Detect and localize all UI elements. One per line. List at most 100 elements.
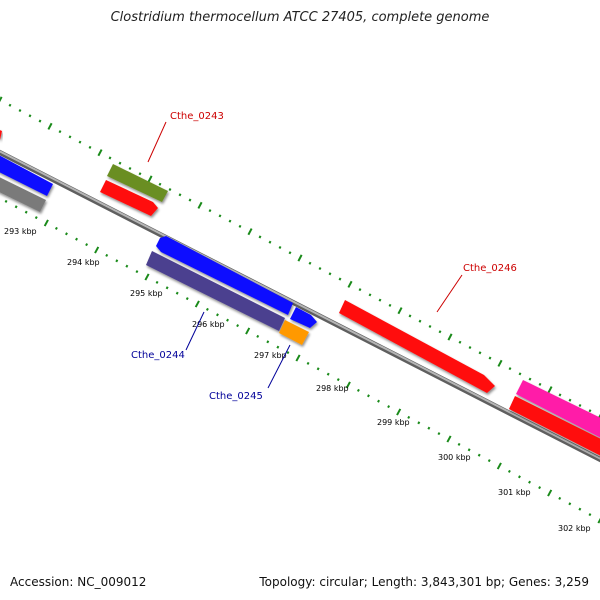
minor-tick (38, 119, 42, 123)
minor-tick (105, 253, 109, 257)
minor-tick (256, 334, 260, 338)
minor-tick (68, 135, 72, 139)
minor-tick (178, 193, 182, 197)
minor-tick (288, 251, 292, 255)
minor-tick (487, 459, 491, 463)
major-tick (197, 201, 203, 209)
minor-tick (338, 277, 342, 281)
minor-tick (477, 453, 481, 457)
major-tick (397, 307, 403, 315)
minor-tick (367, 394, 370, 398)
minor-tick (135, 270, 139, 274)
feature-arrow[interactable] (516, 380, 600, 440)
minor-tick (88, 145, 92, 149)
minor-tick (228, 219, 232, 223)
minor-tick (238, 224, 242, 228)
tick-label: 299 kbp (377, 418, 410, 427)
minor-tick (306, 361, 310, 365)
major-tick (247, 228, 253, 236)
minor-tick (458, 340, 462, 344)
minor-tick (457, 442, 461, 446)
feature-arrow[interactable] (156, 236, 293, 315)
tick-label: 293 kbp (4, 227, 37, 236)
major-tick (547, 386, 553, 394)
minor-tick (437, 432, 441, 436)
minor-tick (467, 448, 471, 452)
minor-tick (427, 426, 431, 430)
major-tick (547, 489, 553, 497)
feature-label-cthe-0244[interactable]: Cthe_0244 (131, 350, 185, 361)
major-tick (147, 175, 153, 183)
feature-arrow[interactable] (509, 396, 600, 458)
backbone (0, 149, 600, 463)
tick-label: 300 kbp (438, 453, 471, 462)
major-tick (345, 381, 351, 389)
minor-tick (488, 356, 492, 360)
minor-tick (558, 496, 562, 500)
minor-tick (538, 486, 542, 490)
minor-tick (408, 314, 412, 318)
minor-tick (168, 188, 172, 192)
feature-labels: Cthe_0243 Cthe_0246 Cthe_0244 Cthe_0245 (131, 111, 517, 402)
minor-tick (578, 403, 582, 407)
minor-tick (58, 130, 62, 134)
feature-label-cthe-0243[interactable]: Cthe_0243 (170, 111, 224, 122)
minor-tick (568, 502, 572, 506)
feature-arrow[interactable] (0, 128, 2, 140)
feature-arrow[interactable] (290, 307, 317, 328)
accession-text: Accession: NC_009012 (10, 575, 147, 589)
feature-arrow[interactable] (100, 180, 158, 216)
minor-tick (528, 480, 531, 484)
position-labels: 293 kbp 294 kbp 295 kbp 296 kbp 297 kbp … (4, 227, 591, 533)
minor-tick (368, 293, 372, 297)
minor-tick (356, 388, 360, 392)
topology-summary: Topology: circular; Length: 3,843,301 bp… (259, 575, 589, 589)
major-tick (43, 219, 49, 227)
minor-tick (468, 346, 472, 350)
minor-tick (236, 324, 240, 328)
outer-tick-ring (0, 96, 600, 420)
tick-label: 297 kbp (254, 351, 287, 360)
minor-tick (478, 351, 482, 355)
minor-tick (155, 280, 159, 284)
minor-tick (226, 318, 229, 322)
minor-tick (518, 475, 521, 479)
minor-tick (14, 205, 18, 209)
minor-tick (538, 382, 542, 386)
minor-tick (578, 507, 582, 511)
feature-arrow[interactable] (0, 175, 46, 212)
major-tick (245, 327, 251, 335)
minor-tick (278, 245, 282, 249)
feature-label-cthe-0245[interactable]: Cthe_0245 (209, 391, 263, 402)
major-tick (94, 246, 100, 254)
minor-tick (418, 319, 422, 323)
tick-label: 301 kbp (498, 488, 531, 497)
feature-arrow[interactable] (107, 164, 168, 202)
feature-label-cthe-0246[interactable]: Cthe_0246 (463, 263, 517, 274)
minor-tick (138, 172, 142, 176)
feature-arrow[interactable] (279, 320, 309, 345)
minor-tick (165, 286, 169, 290)
feature-arrow[interactable] (339, 300, 495, 393)
tick-label: 294 kbp (67, 258, 100, 267)
minor-tick (266, 340, 270, 344)
tick-label: 296 kbp (192, 320, 225, 329)
major-tick (97, 149, 103, 157)
minor-tick (185, 297, 189, 301)
minor-tick (558, 393, 562, 397)
features[interactable] (0, 128, 600, 458)
minor-tick (588, 513, 592, 517)
minor-tick (125, 264, 129, 268)
minor-tick (358, 288, 362, 292)
minor-tick (118, 161, 122, 165)
feature-arrow[interactable] (0, 153, 53, 196)
tick-label: 295 kbp (130, 289, 163, 298)
major-tick (295, 354, 301, 362)
minor-tick (507, 469, 511, 473)
minor-tick (188, 198, 192, 202)
minor-tick (78, 140, 82, 144)
feature-arrow[interactable] (146, 251, 285, 331)
minor-tick (28, 114, 32, 118)
label-leaders (147, 121, 463, 389)
